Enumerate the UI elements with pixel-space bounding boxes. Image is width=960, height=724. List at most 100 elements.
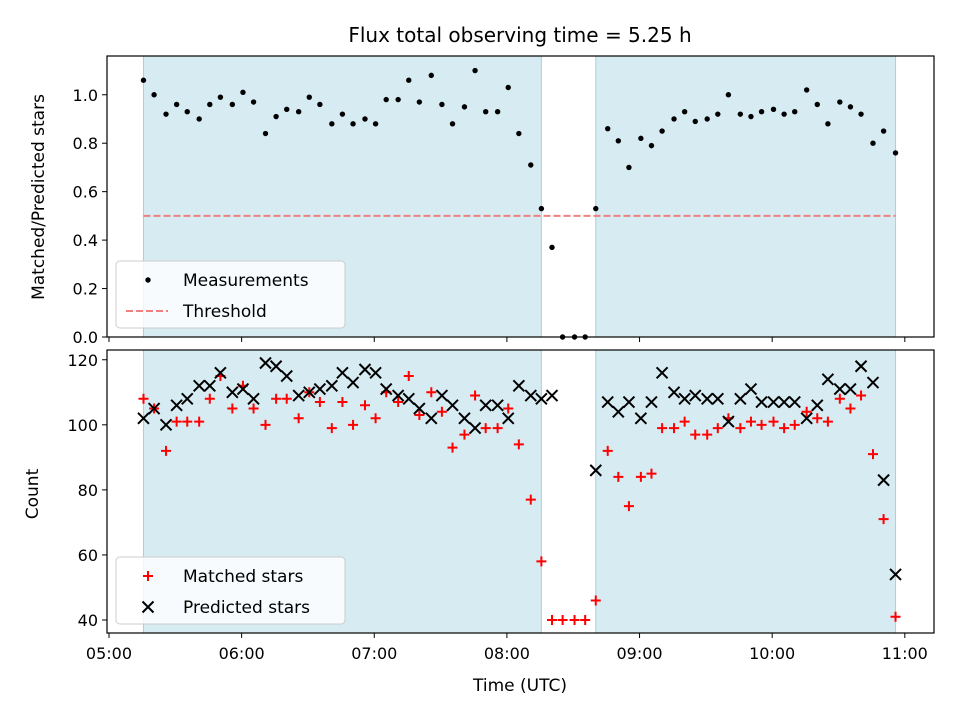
matched-star-point bbox=[393, 397, 404, 408]
measurement-point bbox=[814, 101, 820, 108]
matched-star-point bbox=[414, 410, 425, 421]
y-tick-label: 100 bbox=[67, 416, 98, 435]
matched-star-point bbox=[480, 423, 491, 434]
predicted-star-point bbox=[601, 395, 614, 409]
measurement-point bbox=[163, 111, 169, 117]
bottom-panel: 40 60 80 100 120 05:00 06:00 07:00 08:00 09:00 10:… bbox=[67, 349, 935, 663]
matched-star-point bbox=[513, 439, 524, 450]
predicted-star-point bbox=[734, 392, 747, 406]
predicted-star-point bbox=[313, 382, 327, 396]
matched-star-point bbox=[822, 416, 833, 427]
predicted-star-point bbox=[535, 392, 548, 406]
predicted-star-point bbox=[479, 399, 492, 412]
predicted-star-point bbox=[700, 392, 714, 406]
predicted-star-point bbox=[645, 395, 658, 409]
measurement-point bbox=[781, 111, 787, 117]
predicted-star-point bbox=[667, 386, 681, 399]
predicted-star-point bbox=[259, 356, 272, 370]
measurement-point bbox=[692, 118, 698, 125]
matched-star-point bbox=[426, 387, 437, 398]
matched-star-point bbox=[204, 393, 215, 404]
predicted-star-point bbox=[325, 379, 339, 392]
measurement-point bbox=[217, 94, 224, 100]
x-tick-label: 09:00 bbox=[616, 644, 662, 663]
matched-star-point bbox=[690, 429, 701, 440]
matched-star-point bbox=[260, 419, 271, 430]
measurement-point bbox=[737, 111, 744, 117]
matched-star-point bbox=[557, 614, 568, 625]
matched-star-point bbox=[590, 595, 601, 606]
matched-star-point bbox=[580, 614, 591, 625]
measurement-point bbox=[704, 116, 710, 122]
measurement-point bbox=[295, 109, 302, 115]
measurement-point bbox=[825, 121, 831, 127]
x-tick-label: 08:00 bbox=[484, 644, 530, 663]
matched-star-point bbox=[569, 614, 580, 625]
top-panel: 0.0 0.2 0.4 0.6 0.8 1.0 Measurements Threshold bbox=[73, 55, 935, 347]
measurement-point bbox=[372, 121, 379, 127]
observing-interval-1 bbox=[595, 349, 897, 634]
measurement-point bbox=[758, 109, 765, 115]
predicted-star-point bbox=[402, 392, 415, 406]
matched-star-point bbox=[525, 494, 536, 505]
matched-star-point bbox=[712, 423, 723, 434]
predicted-star-point bbox=[446, 399, 459, 412]
predicted-star-point bbox=[379, 382, 393, 396]
matched-star-point bbox=[646, 468, 657, 479]
measurement-point bbox=[638, 135, 644, 142]
measurement-point bbox=[173, 101, 180, 108]
measurement-point bbox=[549, 244, 555, 251]
matched-star-point bbox=[756, 419, 767, 430]
x-tick-label: 07:00 bbox=[351, 644, 397, 663]
predicted-star-point bbox=[170, 399, 183, 412]
measurement-point bbox=[472, 67, 478, 74]
measurement-point bbox=[659, 128, 665, 134]
matched-star-point bbox=[834, 393, 845, 404]
matched-star-point bbox=[735, 423, 746, 434]
matched-star-point bbox=[702, 429, 713, 440]
predicted-star-point bbox=[458, 412, 471, 425]
predicted-star-point bbox=[866, 376, 880, 389]
measurement-point bbox=[439, 101, 445, 108]
predicted-star-point bbox=[203, 379, 217, 392]
predicted-star-point bbox=[159, 418, 173, 432]
matched-star-point bbox=[194, 416, 205, 427]
measurement-point bbox=[494, 109, 501, 115]
legend-label: Predicted stars bbox=[183, 598, 310, 618]
predicted-star-point bbox=[788, 395, 801, 409]
measurement-point bbox=[593, 205, 599, 212]
measurement-point bbox=[803, 87, 810, 93]
matched-star-point bbox=[547, 614, 558, 625]
matched-star-point bbox=[359, 400, 370, 411]
measurement-point bbox=[151, 92, 157, 98]
predicted-star-point bbox=[269, 360, 283, 373]
predicted-star-point bbox=[612, 405, 625, 419]
matched-star-point bbox=[492, 423, 503, 434]
predicted-star-point bbox=[512, 379, 526, 392]
measurement-point bbox=[528, 162, 534, 168]
measurement-point bbox=[870, 140, 876, 146]
measurement-point bbox=[229, 101, 236, 108]
predicted-star-point bbox=[369, 366, 382, 379]
predicted-star-point bbox=[303, 386, 316, 399]
matched-star-point bbox=[293, 413, 304, 424]
predicted-star-point bbox=[468, 421, 482, 435]
axes-frame bbox=[106, 55, 935, 338]
x-tick-label: 11:00 bbox=[882, 644, 928, 663]
predicted-star-point bbox=[655, 366, 669, 379]
measurement-point bbox=[648, 142, 655, 149]
predicted-star-point bbox=[502, 412, 515, 425]
y-tick-label: 0.0 bbox=[73, 328, 98, 347]
predicted-star-point bbox=[192, 379, 206, 392]
measurement-point bbox=[428, 72, 435, 79]
y-tick-label: 0.4 bbox=[73, 231, 98, 250]
matched-star-point bbox=[602, 445, 613, 456]
legend-matched-marker bbox=[143, 571, 153, 581]
x-tick-label: 05:00 bbox=[86, 644, 132, 663]
predicted-star-point bbox=[722, 415, 735, 428]
predicted-star-point bbox=[137, 412, 150, 425]
measurement-point bbox=[482, 109, 489, 115]
matched-star-point bbox=[669, 423, 680, 434]
measurement-point bbox=[362, 116, 368, 122]
measurement-point bbox=[240, 89, 246, 96]
